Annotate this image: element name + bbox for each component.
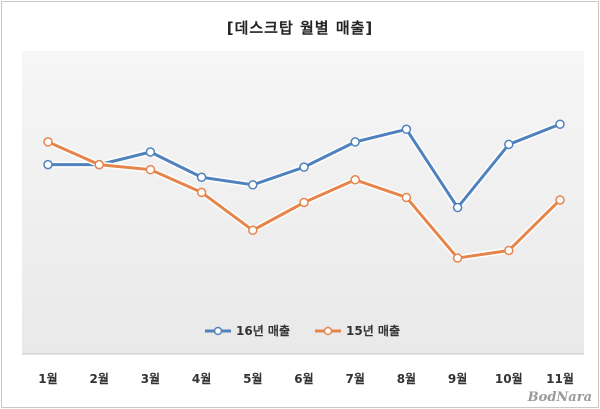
series-1-point: [555, 119, 565, 129]
chart-title: [데스크탑 월별 매출]: [226, 19, 374, 37]
series-2-point: [452, 253, 463, 263]
series-2-point: [196, 187, 207, 198]
legend-label: 15년 매출: [346, 323, 400, 338]
series-1-point: [452, 202, 463, 213]
series-1-point: [145, 147, 156, 157]
x-tick-label: 2월: [90, 371, 109, 386]
series-2-point: [401, 192, 412, 203]
legend-swatch-marker: [213, 326, 223, 336]
legend-label: 16년 매출: [236, 323, 290, 338]
series-2-point: [43, 137, 53, 147]
x-tick-label: 7월: [346, 371, 365, 386]
x-tick-label: 4월: [192, 371, 211, 386]
series-2-point: [248, 225, 258, 236]
x-tick-label: 5월: [243, 371, 262, 386]
watermark-logo: BodNara: [527, 390, 592, 405]
series-1-point: [504, 139, 514, 150]
series-2-point: [350, 175, 360, 185]
x-tick-label: 6월: [294, 371, 313, 386]
series-1-point: [350, 137, 360, 147]
series-2-point: [145, 164, 156, 175]
series-1-point: [43, 159, 53, 170]
series-1-point: [196, 172, 207, 182]
x-tick-label: 1월: [38, 371, 57, 386]
x-tick-label: 11월: [546, 371, 574, 386]
series-1-point: [299, 162, 309, 172]
x-tick-label: 10월: [495, 371, 523, 386]
series-1-point: [248, 180, 258, 190]
series-2-point: [94, 159, 104, 170]
x-tick-label: 9월: [448, 371, 467, 386]
x-tick-label: 3월: [141, 371, 160, 386]
series-2-point: [299, 197, 309, 208]
series-2-point: [504, 245, 514, 256]
series-2-point: [555, 195, 565, 205]
legend-swatch-marker: [323, 326, 333, 336]
x-tick-label: 8월: [397, 371, 416, 386]
series-1-point: [401, 124, 412, 135]
